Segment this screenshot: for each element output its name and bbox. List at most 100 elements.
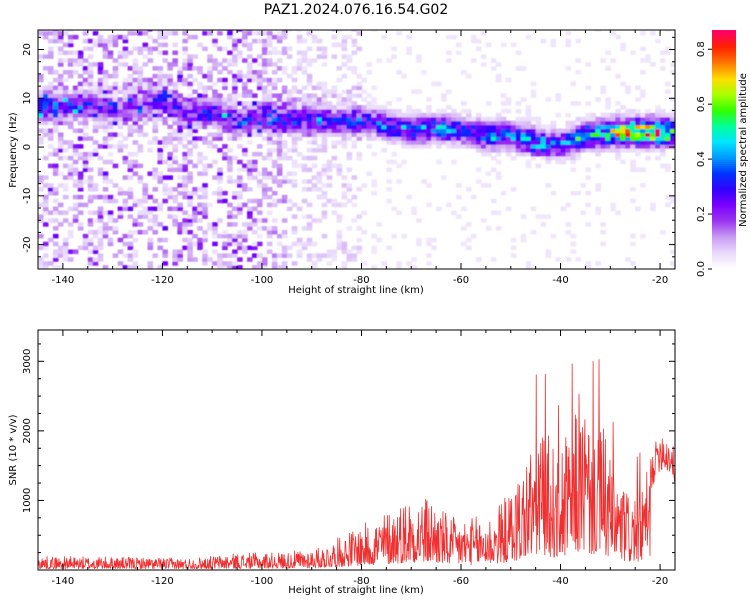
heatmap-cell <box>187 128 193 134</box>
heatmap-cell <box>490 116 497 122</box>
heatmap-cell <box>92 42 99 48</box>
heatmap-cell <box>336 132 343 137</box>
heatmap-cell <box>237 229 243 235</box>
heatmap-cell <box>276 66 283 71</box>
heatmap-cell <box>336 218 343 223</box>
heatmap-cell <box>356 132 363 137</box>
heatmap-cell <box>82 101 89 106</box>
heatmap-cell <box>475 167 482 173</box>
heatmap-cell <box>281 112 288 118</box>
heatmap-cell <box>575 38 582 44</box>
heatmap-cell <box>42 34 49 40</box>
heatmap-cell <box>565 140 572 145</box>
heatmap-cell <box>381 112 387 118</box>
heatmap-cell <box>172 155 178 161</box>
heatmap-cell <box>227 70 233 75</box>
heatmap-cell <box>326 253 333 258</box>
colorbar-segment <box>712 125 736 129</box>
heatmap-cell <box>232 105 238 110</box>
heatmap-cell <box>232 109 238 114</box>
heatmap-cell <box>38 140 44 145</box>
figure-title: PAZ1.2024.076.16.54.G02 <box>264 2 449 18</box>
heatmap-cell <box>142 101 149 106</box>
heatmap-cell <box>441 97 447 102</box>
heatmap-cell <box>326 109 333 114</box>
heatmap-cell <box>366 101 373 106</box>
heatmap-cell <box>311 116 318 122</box>
heatmap-cell <box>356 46 363 52</box>
heatmap-cell <box>177 66 183 71</box>
heatmap-cell <box>112 89 119 95</box>
heatmap-cell <box>127 124 134 130</box>
heatmap-cell <box>227 62 233 67</box>
heatmap-cell <box>495 62 502 67</box>
heatmap-cell <box>296 38 303 44</box>
heatmap-cell <box>655 124 661 130</box>
heatmap-cell <box>570 241 577 247</box>
heatmap-cell <box>247 140 253 145</box>
heatmap-cell <box>261 128 268 134</box>
heatmap-cell <box>660 151 666 157</box>
heatmap-cell <box>266 171 273 176</box>
heatmap-cell <box>57 58 64 63</box>
heatmap-cell <box>456 144 462 149</box>
heatmap-cell <box>222 77 228 83</box>
heatmap-cell <box>665 46 671 52</box>
heatmap-cell <box>301 187 308 192</box>
heatmap-cell <box>401 116 407 122</box>
heatmap-cell <box>132 249 139 254</box>
heatmap-cell <box>535 128 542 134</box>
heatmap-cell <box>62 116 69 122</box>
heatmap-cell <box>232 249 238 254</box>
colorbar-label: Normalized spectral amplitude <box>738 73 749 227</box>
heatmap-cell <box>177 175 183 180</box>
heatmap-cell <box>465 124 472 130</box>
heatmap-cell <box>605 140 611 145</box>
heatmap-cell <box>102 171 109 176</box>
heatmap-cell <box>495 148 502 153</box>
colorbar-tick-label: 0.6 <box>696 96 707 112</box>
heatmap-cell <box>87 112 94 118</box>
heatmap-cell <box>112 66 119 71</box>
heatmap-cell <box>242 85 248 91</box>
heatmap-cell <box>72 105 79 110</box>
heatmap-cell <box>232 253 238 258</box>
heatmap-cell <box>187 85 193 91</box>
colorbar-segment <box>712 205 736 208</box>
heatmap-cell <box>670 198 675 204</box>
heatmap-cell <box>485 226 492 231</box>
heatmap-cell <box>635 148 641 153</box>
heatmap-cell <box>381 34 387 40</box>
heatmap-cell <box>301 105 308 110</box>
heatmap-cell <box>52 128 59 134</box>
heatmap-cell <box>102 85 109 91</box>
colorbar-segment <box>712 223 736 226</box>
heatmap-cell <box>52 77 59 83</box>
heatmap-cell <box>286 148 293 153</box>
heatmap-cell <box>281 179 288 184</box>
heatmap-cell <box>72 89 79 95</box>
heatmap-cell <box>92 97 99 102</box>
heatmap-cell <box>286 109 293 114</box>
heatmap-cell <box>306 237 313 243</box>
heatmap-cell <box>232 81 238 87</box>
heatmap-cell <box>152 89 159 95</box>
colorbar-gradient <box>712 30 736 270</box>
heatmap-cell <box>47 112 54 118</box>
heatmap-cell <box>197 109 203 114</box>
heatmap-cell <box>615 124 621 130</box>
heatmap-cell <box>665 116 671 122</box>
heatmap-cell <box>62 85 69 91</box>
heatmap-cell <box>291 226 298 231</box>
heatmap-cell <box>242 120 248 126</box>
heatmap-cell <box>321 112 328 118</box>
heatmap-cell <box>222 245 228 251</box>
heatmap-cell <box>550 144 557 149</box>
heatmap-cell <box>197 116 203 122</box>
colorbar-segment <box>712 179 736 182</box>
heatmap-cell <box>535 136 542 141</box>
heatmap-cell <box>132 140 139 145</box>
heatmap-cell <box>665 136 671 141</box>
heatmap-cell <box>570 136 577 141</box>
